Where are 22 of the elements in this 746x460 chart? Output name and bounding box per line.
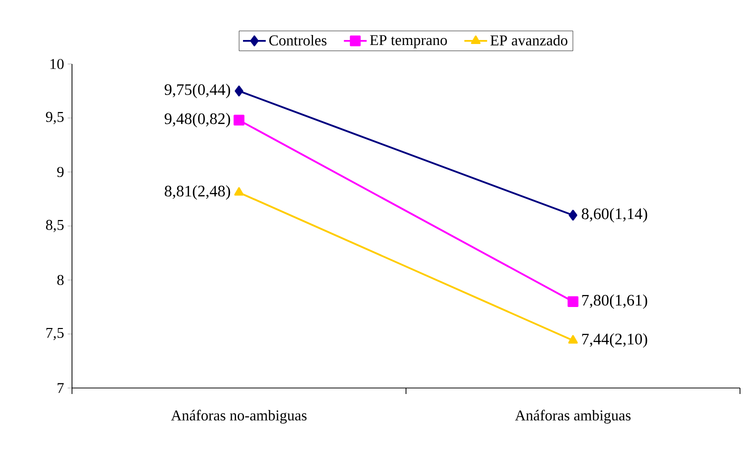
data-label: 9,48(0,82) (164, 112, 230, 128)
legend-label: EP temprano (370, 35, 447, 48)
point (234, 114, 244, 126)
data-label: 9,75(0,44) (164, 84, 230, 98)
data-label: 8,60(1,14) (582, 208, 648, 222)
data-label: 7,80(1,61) (582, 294, 648, 309)
point (568, 296, 578, 307)
point (568, 210, 578, 221)
y-tick-label: 8 (57, 274, 64, 286)
x-tick-label: Anáforas no-ambiguas (171, 410, 307, 424)
legend-label: EP avanzado (490, 34, 568, 46)
y-tick-label: 10 (50, 58, 64, 70)
data-label: 8,81(2,48) (164, 185, 230, 200)
y-tick-label: 9 (57, 166, 64, 178)
data-label: 7,44(2,10) (582, 333, 648, 348)
y-tick-label: 7 (58, 383, 64, 393)
y-tick-label: 8,5 (46, 220, 64, 232)
point (234, 86, 244, 96)
y-tick-label: 9,5 (46, 112, 64, 124)
legend-label: Controles (269, 34, 326, 46)
y-tick-label: 7,5 (46, 328, 64, 340)
x-tick-label: Anáforas ambiguas (515, 410, 631, 424)
